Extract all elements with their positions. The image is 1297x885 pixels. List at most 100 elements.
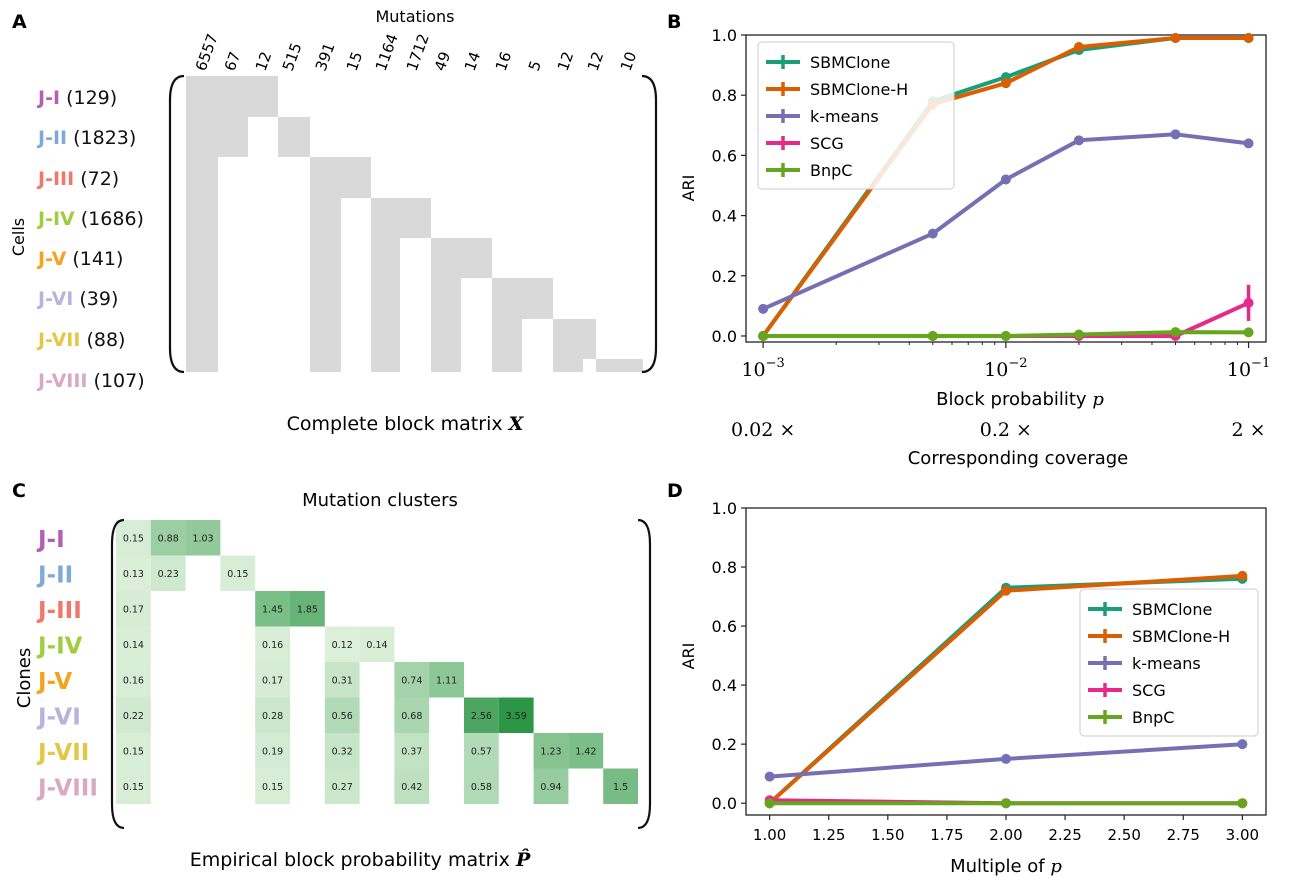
probability-cell (116, 697, 151, 733)
legend-item: SBMClone (766, 53, 890, 72)
x-tick-label: 2.00 (989, 826, 1022, 844)
clone-cell-count: (141) (66, 248, 123, 270)
x-tick-label: 10−2 (984, 356, 1027, 381)
x-axis-symbol: p (1092, 389, 1104, 410)
probability-cell (464, 768, 499, 804)
clone-label: J-VI (36, 704, 81, 730)
column-count-label: 5 (525, 58, 545, 73)
y-tick-label: 0.6 (712, 146, 737, 165)
legend-item: SCG (1088, 681, 1166, 700)
clone-row-label: J-V (141) (36, 248, 123, 270)
probability-value: 0.15 (123, 746, 144, 757)
data-point (1237, 798, 1248, 809)
data-point (1243, 297, 1254, 308)
clone-name: J-VIII (36, 370, 88, 392)
series-k-means (758, 129, 1254, 314)
probability-value: 0.22 (123, 711, 144, 722)
clone-row-label: J-I (129) (36, 87, 117, 109)
probability-value: 0.56 (332, 711, 353, 722)
data-point (764, 771, 775, 782)
right-bracket (641, 74, 658, 374)
y-tick-label: 1.0 (712, 26, 737, 45)
probability-cell (394, 768, 430, 804)
coverage-label: Corresponding coverage (908, 448, 1129, 469)
tick-exponent: −1 (1251, 356, 1270, 371)
clone-name: J-III (36, 168, 74, 190)
matrix-block (492, 319, 522, 359)
clone-label: J-VIII (36, 775, 98, 801)
matrix-block (431, 319, 461, 359)
x-axis-label: Block probability p (936, 389, 1104, 410)
data-point (758, 330, 769, 341)
data-point (1000, 174, 1011, 185)
probability-value: 0.28 (262, 711, 283, 722)
series-line (762, 132, 1249, 311)
clone-name: J-IV (36, 208, 75, 230)
right-bracket (637, 518, 652, 830)
probability-cell (116, 733, 151, 769)
probability-cell (324, 626, 360, 662)
x-tick-label: 3.00 (1226, 826, 1259, 844)
probability-value: 0.37 (401, 746, 422, 757)
probability-value: 2.56 (471, 711, 492, 722)
matrix-block (278, 117, 310, 157)
x-axis-symbol: p (1050, 856, 1062, 877)
probability-value: 0.14 (366, 640, 387, 651)
x-tick-label: 2.75 (1167, 826, 1200, 844)
panel-letter-c: C (12, 480, 26, 502)
x-tick-label: 1.50 (871, 826, 904, 844)
clone-name: J-VI (36, 288, 73, 310)
matrix-block (310, 238, 341, 278)
probability-cell (116, 626, 151, 662)
probability-cell (324, 733, 360, 769)
data-point (927, 330, 938, 341)
legend-item: k-means (766, 107, 879, 126)
legend-label: BnpC (1132, 708, 1174, 727)
y-tick-label: 0.2 (712, 267, 737, 286)
coverage-tick-label: 0.02 × (731, 419, 795, 441)
probability-cell (290, 591, 325, 627)
x-tick-label: 1.00 (753, 826, 786, 844)
probability-cell (324, 697, 360, 733)
y-tick-label: 0.8 (712, 558, 737, 577)
matrix-block (431, 278, 461, 319)
probability-cell (498, 697, 534, 733)
probability-cell (324, 662, 360, 698)
legend-label: SBMClone (1132, 600, 1212, 619)
clone-cell-count: (39) (73, 288, 118, 310)
caption-text: Empirical block probability matrix (190, 849, 516, 871)
panel-letter-a: A (12, 11, 27, 33)
series-bnpc (758, 327, 1254, 341)
data-point (1237, 739, 1248, 750)
matrix-block (431, 359, 461, 372)
probability-value: 0.19 (262, 746, 283, 757)
caption-symbol: P̂ (515, 849, 531, 871)
clone-label: J-I (36, 527, 65, 553)
tick-base: 10 (1227, 359, 1251, 381)
matrix-block (492, 278, 553, 319)
y-tick-label: 0.0 (712, 327, 737, 346)
matrix-block (371, 198, 431, 238)
clone-cell-count: (88) (80, 329, 125, 351)
clones-label: Clones (14, 648, 35, 708)
probability-cell (394, 662, 430, 698)
matrix-block (186, 157, 218, 198)
panel-letter-d: D (667, 480, 683, 502)
probability-value: 0.74 (401, 675, 422, 686)
legend-item: SBMClone-H (1088, 627, 1230, 646)
clone-row-label: J-VI (39) (36, 288, 118, 310)
probability-value: 0.94 (540, 782, 561, 793)
coverage-tick-label: 0.2 × (980, 419, 1032, 441)
y-tick-label: 0.4 (712, 676, 737, 695)
mutations-label: Mutations (375, 7, 454, 26)
panel-b: B ARI 0.00.20.40.60.81.0 10−3 10−2 10−1 SB… (667, 11, 1270, 469)
matrix-block (310, 319, 341, 359)
data-point (1243, 33, 1254, 44)
clone-row-label: J-II (1823) (36, 127, 136, 149)
legend: SBMClone SBMClone-H k-means SCG BnpC (757, 41, 955, 190)
x-axis-ticks: 10−3 10−2 10−1 (741, 342, 1270, 381)
matrix-block (596, 359, 643, 372)
probability-value: 0.57 (471, 746, 492, 757)
